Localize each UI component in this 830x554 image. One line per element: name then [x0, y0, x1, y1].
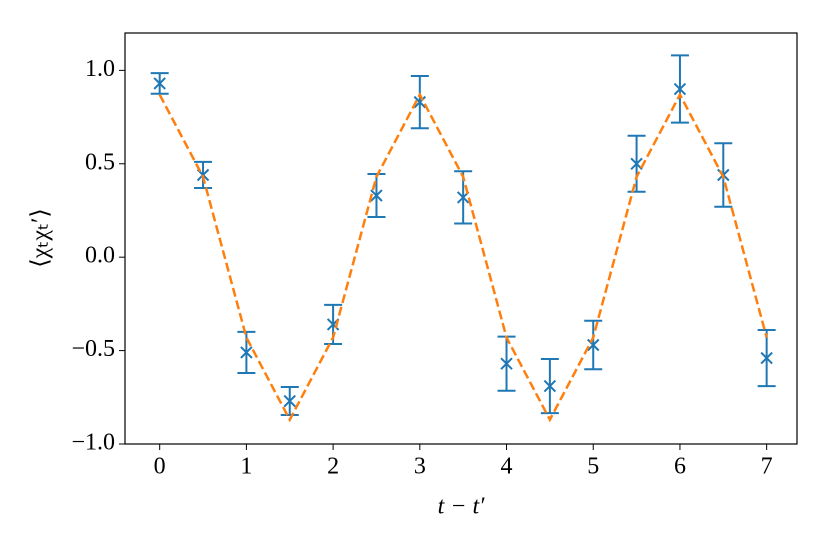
plot-frame	[124, 32, 798, 445]
marker	[240, 346, 253, 359]
x-tick-label: 4	[501, 454, 513, 480]
x-tick-label: 2	[327, 454, 339, 480]
marker	[153, 77, 166, 90]
x-axis-label: t − t′	[438, 494, 486, 520]
marker	[413, 95, 427, 109]
x-tick-label: 6	[674, 454, 686, 480]
x-tick-label: 5	[587, 454, 599, 480]
x-tick-label: 7	[761, 454, 773, 480]
marker	[760, 351, 773, 365]
y-axis-label: ⟨χₜχₜ′⟩	[28, 208, 54, 267]
marker	[283, 394, 296, 408]
marker	[500, 357, 513, 370]
y-tick-label: 0.5	[85, 149, 115, 175]
marker	[673, 82, 687, 96]
x-tick-label: 0	[154, 454, 166, 480]
marker	[370, 189, 383, 202]
y-tick-label: 1.0	[85, 56, 115, 82]
y-tick-label: −1.0	[71, 430, 115, 456]
fit-line	[158, 91, 768, 423]
y-tick-label: 0.0	[85, 243, 115, 269]
y-tick-label: −0.5	[71, 336, 115, 362]
x-tick-label: 3	[414, 454, 426, 480]
marker	[543, 379, 557, 393]
x-tick-label: 1	[240, 454, 252, 480]
marker	[587, 338, 600, 352]
